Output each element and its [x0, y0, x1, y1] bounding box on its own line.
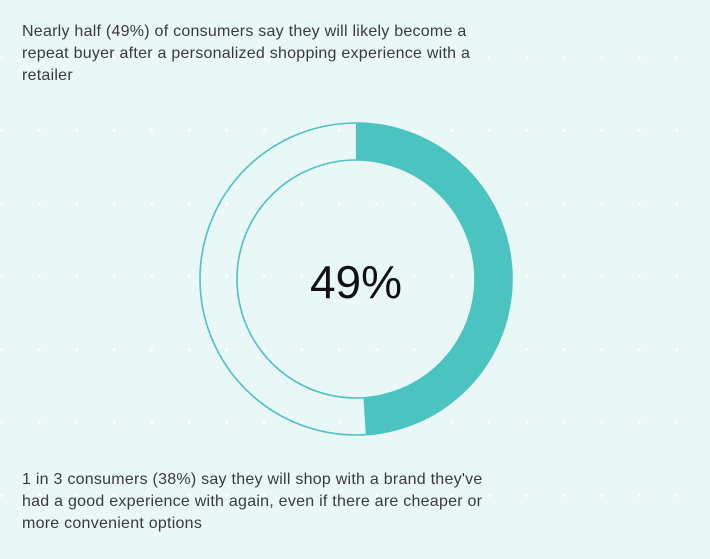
donut-slices	[199, 122, 513, 436]
donut-center-label: 49%	[310, 256, 402, 308]
footnote-text: 1 in 3 consumers (38%) say they will sho…	[22, 471, 483, 532]
donut-slice-filled	[356, 123, 512, 435]
headline-text: Nearly half (49%) of consumers say they …	[22, 23, 471, 84]
